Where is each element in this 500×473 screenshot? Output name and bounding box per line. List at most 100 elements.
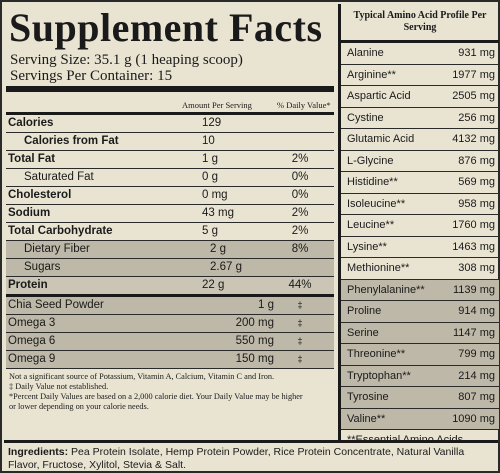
nutrient-amount: 2 g <box>210 243 226 255</box>
amino-acid-amount: 1139 mg <box>453 283 495 296</box>
supplement-facts-panel: Supplement Facts Serving Size: 35.1 g (1… <box>6 4 334 412</box>
nutrient-amount: 2.67 g <box>210 261 242 273</box>
nutrient-name: Dietary Fiber <box>24 243 90 255</box>
nutrient-daily-value: 0% <box>291 171 309 183</box>
amino-acid-name: L-Glycine <box>347 154 394 167</box>
nutrient-row: Total Fat 1 g 2% <box>6 151 334 169</box>
amino-acid-amount: 4132 mg <box>452 133 495 145</box>
nutrient-daily-value: ‡ <box>297 300 303 310</box>
nutrient-row: Calories 129 <box>6 115 334 133</box>
amino-acid-amount: 914 mg <box>458 305 495 317</box>
nutrient-amount: 550 mg <box>235 335 274 347</box>
amino-acid-row: Glutamic Acid 4132 mg <box>341 129 499 151</box>
nutrient-row: Calories from Fat 10 <box>6 133 334 151</box>
nutrient-row: Dietary Fiber 2 g 8% <box>6 241 334 259</box>
nutrient-name: Sugars <box>24 261 61 273</box>
amino-acid-row: Lysine** 1463 mg <box>341 237 499 258</box>
nutrient-daily-value: 44% <box>288 279 312 291</box>
amino-acid-row: Histidine** 569 mg <box>341 172 499 194</box>
amino-acid-amount: 958 mg <box>458 197 495 210</box>
ingredients-text: Pea Protein Isolate, Hemp Protein Powder… <box>8 446 465 471</box>
nutrient-daily-value: 8% <box>291 243 309 255</box>
nutrient-amount: 5 g <box>202 225 218 237</box>
amino-acid-row: Tyrosine 807 mg <box>341 387 499 409</box>
ingredients-section: Ingredients: Pea Protein Isolate, Hemp P… <box>4 440 498 472</box>
amino-acid-amount: 1760 mg <box>452 219 495 231</box>
amino-acid-name: Tyrosine <box>347 391 389 403</box>
amino-acid-name: Glutamic Acid <box>347 133 415 145</box>
amino-acid-amount: 1463 mg <box>452 240 495 253</box>
amino-acid-amount: 931 mg <box>458 47 495 59</box>
amino-acid-header: Typical Amino Acid Profile Per Serving <box>341 4 499 43</box>
amino-acid-name: Methionine** <box>347 262 410 274</box>
amino-acid-amount: 2505 mg <box>452 90 495 102</box>
amount-header: Amount Per Serving <box>182 100 252 110</box>
amino-acid-name: Aspartic Acid <box>347 90 411 102</box>
amino-acid-row: Phenylalanine** 1139 mg <box>341 279 499 301</box>
nutrient-row: Chia Seed Powder 1 g ‡ <box>6 297 334 315</box>
nutrient-amount: 150 mg <box>235 353 274 365</box>
nutrient-daily-value: 0% <box>291 189 309 201</box>
daily-value-header: % Daily Value* <box>277 100 331 110</box>
nutrient-row: Protein 22 g 44% <box>6 277 334 297</box>
nutrient-name: Total Fat <box>8 153 56 165</box>
amino-acid-name: Proline <box>347 305 382 317</box>
amino-acid-table: Alanine 931 mg Arginine** 1977 mg Aspartic A… <box>341 43 499 430</box>
nutrient-amount: 129 <box>202 117 222 129</box>
nutrient-daily-value: ‡ <box>297 318 303 328</box>
amino-acid-row: Isoleucine** 958 mg <box>341 194 499 215</box>
amino-acid-row: Threonine** 799 mg <box>341 344 499 366</box>
amino-acid-amount: 256 mg <box>458 111 495 124</box>
nutrient-name: Chia Seed Powder <box>8 299 104 311</box>
nutrient-row: Omega 9 150 mg ‡ <box>6 351 334 369</box>
thick-divider <box>6 86 334 92</box>
amino-acid-amount: 308 mg <box>458 262 495 274</box>
nutrient-row: Saturated Fat 0 g 0% <box>6 169 334 187</box>
amino-acid-row: Leucine** 1760 mg <box>341 215 499 237</box>
nutrient-daily-value: 2% <box>291 207 309 219</box>
nutrient-row: Total Carbohydrate 5 g 2% <box>6 223 334 241</box>
amino-acid-row: Aspartic Acid 2505 mg <box>341 86 499 108</box>
nutrient-name: Total Carbohydrate <box>8 225 113 237</box>
amino-acid-amount: 1977 mg <box>452 68 495 81</box>
amino-acid-name: Serine <box>347 326 379 339</box>
amino-acid-name: Threonine** <box>347 348 406 360</box>
amino-acid-name: Leucine** <box>347 219 395 231</box>
servings-per-container: Servings Per Container: 15 <box>10 68 173 84</box>
nutrient-table: Calories 129 Calories from Fat 10 Total Fat 1… <box>6 115 334 369</box>
amino-acid-row: Proline 914 mg <box>341 301 499 323</box>
nutrient-name: Calories from Fat <box>24 135 119 147</box>
nutrient-amount: 200 mg <box>235 317 274 329</box>
amino-acid-amount: 807 mg <box>458 391 495 403</box>
amino-acid-row: L-Glycine 876 mg <box>341 151 499 172</box>
amino-acid-row: Valine** 1090 mg <box>341 408 499 430</box>
nutrient-daily-value: ‡ <box>297 354 303 364</box>
nutrient-amount: 22 g <box>202 279 225 291</box>
amino-acid-name: Valine** <box>347 412 386 425</box>
amino-acid-name: Tryptophan** <box>347 369 411 382</box>
nutrient-amount: 0 g <box>202 171 218 183</box>
amino-acid-row: Cystine 256 mg <box>341 108 499 129</box>
amino-acid-panel: Typical Amino Acid Profile Per Serving A… <box>338 4 499 446</box>
amino-acid-row: Arginine** 1977 mg <box>341 65 499 86</box>
nutrient-amount: 43 mg <box>202 207 234 219</box>
note-line: ‡ Daily Value not established. <box>9 382 109 391</box>
nutrient-row: Omega 3 200 mg ‡ <box>6 315 334 333</box>
nutrient-row: Sodium 43 mg 2% <box>6 205 334 223</box>
nutrient-daily-value: ‡ <box>297 336 303 346</box>
amino-acid-amount: 1147 mg <box>453 326 495 339</box>
amino-acid-row: Alanine 931 mg <box>341 43 499 65</box>
amino-acid-name: Isoleucine** <box>347 197 406 210</box>
nutrient-name: Omega 3 <box>8 317 56 329</box>
nutrient-name: Omega 9 <box>8 353 56 365</box>
amino-acid-amount: 569 mg <box>458 176 495 188</box>
nutrient-amount: 0 mg <box>202 189 228 201</box>
amino-acid-name: Phenylalanine** <box>347 283 425 296</box>
nutrient-row: Omega 6 550 mg ‡ <box>6 333 334 351</box>
amino-acid-name: Arginine** <box>347 68 396 81</box>
nutrient-name: Saturated Fat <box>24 171 94 183</box>
label-title: Supplement Facts <box>9 5 323 50</box>
amino-acid-row: Tryptophan** 214 mg <box>341 365 499 387</box>
serving-size: Serving Size: 35.1 g (1 heaping scoop) <box>10 52 243 68</box>
